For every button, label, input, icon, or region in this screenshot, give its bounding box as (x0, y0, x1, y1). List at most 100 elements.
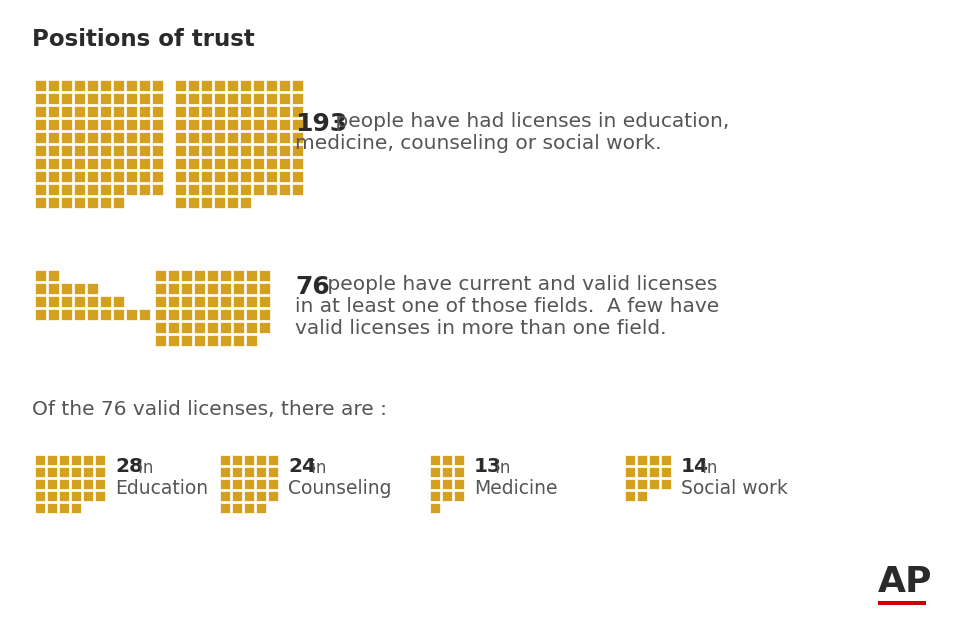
Bar (266, 119, 277, 130)
Bar (266, 80, 277, 91)
Bar (244, 479, 254, 489)
Bar (240, 158, 251, 169)
Bar (188, 145, 199, 156)
Bar (74, 309, 85, 320)
Bar (188, 132, 199, 143)
Bar (279, 132, 290, 143)
Bar (175, 145, 186, 156)
Bar (201, 171, 212, 182)
Bar (259, 296, 270, 307)
Bar (227, 171, 238, 182)
Bar (430, 491, 440, 501)
Bar (256, 503, 266, 513)
Bar (61, 296, 72, 307)
Bar (71, 467, 81, 477)
Bar (220, 283, 231, 294)
Bar (256, 455, 266, 465)
Bar (87, 119, 98, 130)
Bar (87, 158, 98, 169)
Bar (246, 335, 257, 346)
Bar (61, 93, 72, 104)
Bar (649, 479, 659, 489)
Bar (207, 296, 218, 307)
Bar (48, 106, 59, 117)
Bar (35, 145, 46, 156)
Bar (188, 158, 199, 169)
Bar (201, 132, 212, 143)
Bar (194, 309, 205, 320)
Bar (214, 158, 225, 169)
Bar (214, 132, 225, 143)
Bar (246, 309, 257, 320)
Bar (220, 322, 231, 333)
Bar (253, 145, 264, 156)
Bar (113, 309, 124, 320)
Bar (95, 491, 105, 501)
Bar (214, 171, 225, 182)
Bar (35, 119, 46, 130)
Bar (259, 309, 270, 320)
Bar (155, 309, 166, 320)
Bar (201, 197, 212, 208)
Bar (266, 171, 277, 182)
Bar (87, 80, 98, 91)
Bar (74, 132, 85, 143)
Bar (48, 171, 59, 182)
Bar (74, 283, 85, 294)
Bar (126, 145, 137, 156)
Bar (35, 158, 46, 169)
Bar (168, 296, 179, 307)
Bar (61, 283, 72, 294)
Bar (279, 184, 290, 195)
Bar (152, 171, 163, 182)
Bar (113, 145, 124, 156)
Bar (256, 491, 266, 501)
Bar (74, 80, 85, 91)
Bar (139, 171, 150, 182)
Bar (74, 106, 85, 117)
Bar (87, 197, 98, 208)
Bar (61, 80, 72, 91)
Bar (152, 80, 163, 91)
Text: Social work: Social work (681, 479, 788, 498)
Bar (207, 335, 218, 346)
Bar (201, 145, 212, 156)
Bar (256, 479, 266, 489)
Bar (233, 283, 244, 294)
Bar (175, 132, 186, 143)
Bar (113, 171, 124, 182)
Text: 13: 13 (474, 457, 502, 476)
Bar (259, 322, 270, 333)
Bar (126, 158, 137, 169)
Bar (454, 491, 464, 501)
Bar (266, 145, 277, 156)
Bar (47, 479, 57, 489)
Bar (100, 132, 111, 143)
Bar (59, 467, 69, 477)
Text: Medicine: Medicine (474, 479, 558, 498)
Bar (201, 80, 212, 91)
Text: in: in (697, 459, 717, 477)
Bar (35, 503, 45, 513)
Bar (48, 119, 59, 130)
Bar (454, 455, 464, 465)
Text: Counseling: Counseling (288, 479, 392, 498)
Bar (139, 184, 150, 195)
Bar (279, 119, 290, 130)
Text: Education: Education (115, 479, 208, 498)
Bar (152, 158, 163, 169)
Bar (139, 132, 150, 143)
Bar (430, 503, 440, 513)
Bar (95, 479, 105, 489)
Bar (155, 296, 166, 307)
Bar (214, 106, 225, 117)
Bar (61, 197, 72, 208)
Bar (87, 309, 98, 320)
Bar (244, 467, 254, 477)
Bar (61, 184, 72, 195)
Bar (83, 455, 93, 465)
Bar (139, 158, 150, 169)
Bar (233, 322, 244, 333)
Bar (240, 106, 251, 117)
Bar (35, 171, 46, 182)
